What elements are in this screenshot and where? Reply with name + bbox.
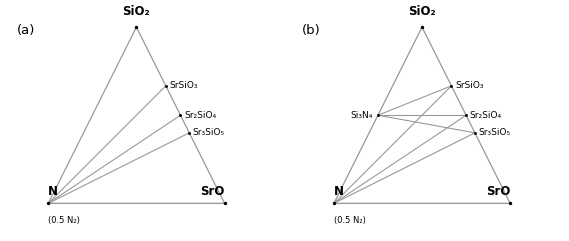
Text: (a): (a) [17, 24, 35, 37]
Text: N: N [334, 185, 344, 198]
Text: Si₃N₄: Si₃N₄ [351, 111, 373, 120]
Text: N: N [48, 185, 58, 198]
Text: Sr₂SiO₄: Sr₂SiO₄ [469, 111, 502, 120]
Text: Sr₂SiO₄: Sr₂SiO₄ [184, 111, 216, 120]
Text: (0.5 N₂): (0.5 N₂) [334, 216, 366, 225]
Text: Sr₃SiO₅: Sr₃SiO₅ [479, 128, 510, 137]
Text: SiO₂: SiO₂ [122, 5, 150, 18]
Text: (b): (b) [302, 24, 321, 37]
Text: SrSiO₃: SrSiO₃ [455, 81, 484, 90]
Text: SrO: SrO [486, 185, 510, 198]
Text: SiO₂: SiO₂ [408, 5, 436, 18]
Text: SrSiO₃: SrSiO₃ [170, 81, 198, 90]
Text: SrO: SrO [200, 185, 225, 198]
Text: (0.5 N₂): (0.5 N₂) [48, 216, 80, 225]
Text: Sr₃SiO₅: Sr₃SiO₅ [193, 128, 225, 137]
